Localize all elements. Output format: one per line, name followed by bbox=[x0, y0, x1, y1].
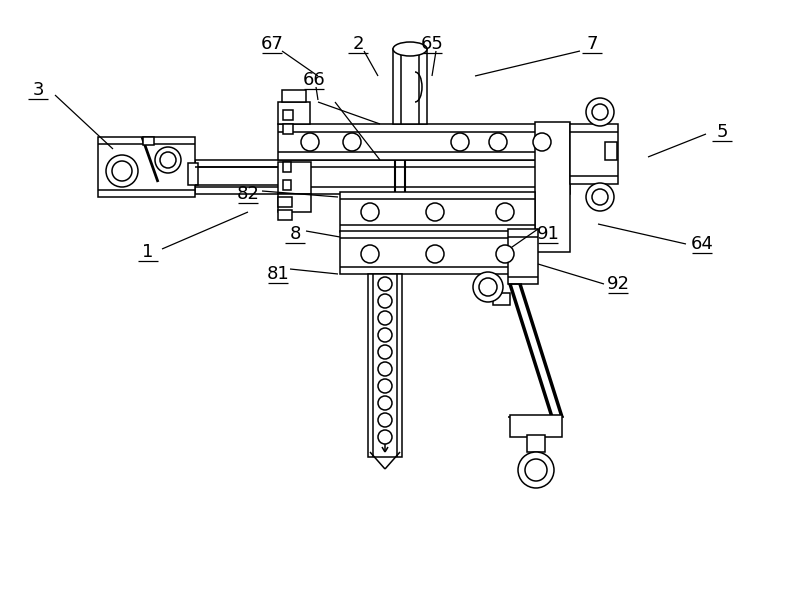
Circle shape bbox=[361, 203, 379, 221]
Bar bbox=[283, 180, 291, 190]
Text: 67: 67 bbox=[261, 35, 283, 53]
Bar bbox=[278, 197, 292, 207]
Text: 82: 82 bbox=[237, 185, 259, 203]
Circle shape bbox=[533, 133, 551, 151]
Circle shape bbox=[586, 183, 614, 211]
Circle shape bbox=[378, 294, 392, 308]
Bar bbox=[188, 163, 198, 185]
Circle shape bbox=[106, 155, 138, 187]
Bar bbox=[283, 110, 293, 120]
Bar bbox=[98, 137, 195, 197]
Bar bbox=[510, 415, 562, 437]
Circle shape bbox=[378, 277, 392, 291]
Circle shape bbox=[479, 278, 497, 296]
Bar bbox=[278, 124, 570, 160]
Text: 65: 65 bbox=[421, 35, 443, 53]
Circle shape bbox=[496, 245, 514, 263]
Circle shape bbox=[525, 459, 547, 481]
Circle shape bbox=[518, 452, 554, 488]
Bar bbox=[278, 162, 311, 194]
Bar bbox=[283, 124, 293, 134]
Circle shape bbox=[592, 189, 608, 205]
Text: 1: 1 bbox=[142, 243, 154, 261]
Bar bbox=[493, 293, 510, 305]
Circle shape bbox=[378, 345, 392, 359]
Text: 2: 2 bbox=[352, 35, 364, 53]
Circle shape bbox=[378, 379, 392, 393]
Circle shape bbox=[592, 104, 608, 120]
Circle shape bbox=[378, 362, 392, 376]
Text: 7: 7 bbox=[586, 35, 598, 53]
Bar bbox=[340, 192, 535, 232]
Circle shape bbox=[586, 98, 614, 126]
Circle shape bbox=[155, 147, 181, 173]
Bar bbox=[278, 194, 311, 212]
Bar bbox=[143, 137, 154, 145]
Text: 92: 92 bbox=[606, 275, 630, 293]
Circle shape bbox=[378, 413, 392, 427]
Bar bbox=[527, 435, 545, 452]
Bar bbox=[278, 102, 310, 124]
Bar bbox=[282, 90, 306, 102]
Text: 3: 3 bbox=[32, 81, 44, 99]
Circle shape bbox=[378, 396, 392, 410]
Circle shape bbox=[378, 328, 392, 342]
Text: 8: 8 bbox=[290, 225, 301, 243]
Circle shape bbox=[378, 311, 392, 325]
Text: 64: 64 bbox=[690, 235, 714, 253]
Bar bbox=[535, 122, 570, 252]
Bar bbox=[508, 229, 538, 284]
Bar bbox=[605, 142, 617, 160]
Bar bbox=[283, 162, 291, 172]
Bar bbox=[393, 49, 427, 124]
Ellipse shape bbox=[393, 42, 427, 56]
Bar bbox=[278, 210, 292, 220]
Bar bbox=[340, 231, 535, 274]
Text: 81: 81 bbox=[266, 265, 290, 283]
Circle shape bbox=[451, 133, 469, 151]
Circle shape bbox=[112, 161, 132, 181]
Bar bbox=[570, 124, 618, 184]
Bar bbox=[368, 274, 402, 457]
Circle shape bbox=[160, 152, 176, 168]
Text: 5: 5 bbox=[716, 123, 728, 141]
Circle shape bbox=[343, 133, 361, 151]
Circle shape bbox=[489, 133, 507, 151]
Circle shape bbox=[361, 245, 379, 263]
Circle shape bbox=[426, 245, 444, 263]
Text: 66: 66 bbox=[302, 71, 326, 89]
Circle shape bbox=[496, 203, 514, 221]
Circle shape bbox=[378, 430, 392, 444]
Text: 91: 91 bbox=[537, 225, 559, 243]
Circle shape bbox=[473, 272, 503, 302]
Circle shape bbox=[301, 133, 319, 151]
Circle shape bbox=[426, 203, 444, 221]
Bar bbox=[195, 160, 570, 194]
